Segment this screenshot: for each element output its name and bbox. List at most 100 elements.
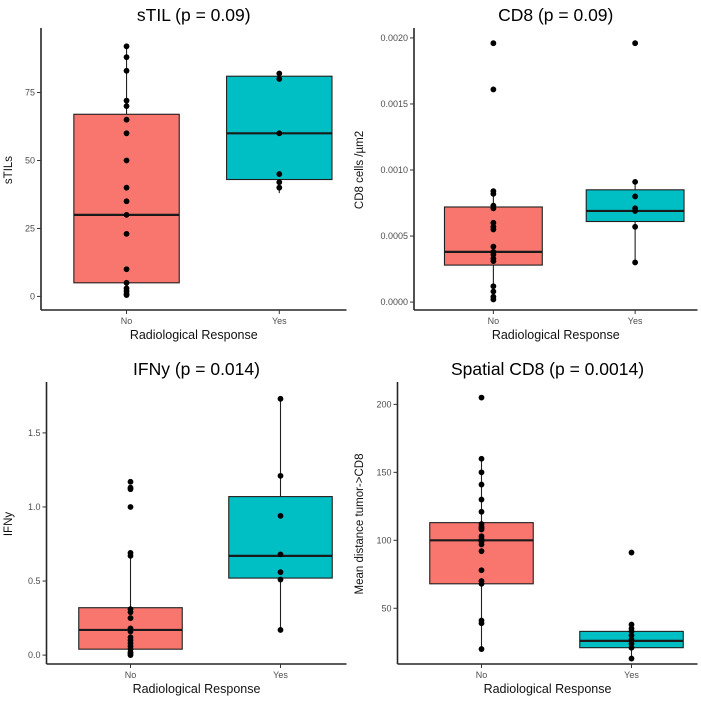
x-tick-label: Yes <box>272 316 287 326</box>
data-point <box>478 394 484 401</box>
y-tick-label: 0 <box>30 291 35 301</box>
y-tick-label: 100 <box>376 535 391 545</box>
x-tick-label: Yes <box>273 670 288 680</box>
data-point <box>478 548 484 555</box>
data-point <box>489 226 496 233</box>
box-yes <box>226 75 333 181</box>
data-point <box>127 478 134 485</box>
data-point <box>489 205 496 212</box>
y-tick-label: 150 <box>376 467 391 477</box>
data-point <box>123 184 130 191</box>
y-tick-label: 0.0005 <box>380 231 408 241</box>
data-point <box>478 526 484 533</box>
data-point <box>478 496 484 503</box>
data-point <box>277 512 284 519</box>
data-point <box>276 171 283 177</box>
data-point <box>631 178 638 185</box>
data-point <box>478 541 484 548</box>
y-axis-label: Mean distance tumor->CD8 <box>354 454 366 595</box>
y-tick-label: 0.0 <box>28 650 41 660</box>
data-point <box>123 54 130 61</box>
data-point <box>631 259 638 266</box>
data-point <box>628 621 634 628</box>
data-point <box>276 184 283 191</box>
panel-stil: sTIL (p = 0.09) sTILs 0 25 50 75 No Yes Radiolog… <box>3 5 347 342</box>
data-point <box>127 504 134 510</box>
y-tick-label: 75 <box>25 88 35 98</box>
data-point <box>277 576 284 583</box>
panel-title: Spatial CD8 (p = 0.0014) <box>450 359 643 379</box>
data-point <box>277 569 284 576</box>
x-tick-label: Yes <box>624 670 639 680</box>
data-point <box>478 481 484 488</box>
data-point <box>489 243 496 250</box>
data-point <box>489 288 496 295</box>
data-point <box>123 43 130 50</box>
data-point <box>478 567 484 574</box>
y-axis-label: CD8 cells /µm2 <box>354 131 366 209</box>
y-tick-label: 1.0 <box>28 502 41 512</box>
data-point <box>628 655 634 662</box>
y-tick-label: 0.5 <box>28 576 41 586</box>
data-point <box>489 190 496 197</box>
data-point <box>628 628 634 635</box>
data-point <box>123 116 130 123</box>
y-tick-label: 0.0015 <box>380 99 408 109</box>
x-axis-label: Radiological Response <box>483 682 611 696</box>
y-tick-label: 0.0020 <box>380 33 408 43</box>
data-point <box>478 580 484 587</box>
panel-title: sTIL (p = 0.09) <box>137 5 251 25</box>
data-point <box>489 40 496 47</box>
data-point <box>127 652 134 659</box>
data-point <box>123 230 130 237</box>
data-point <box>631 193 638 200</box>
data-point <box>628 640 634 647</box>
data-point <box>628 644 634 651</box>
data-point <box>276 76 283 82</box>
panel-title: IFNy (p = 0.014) <box>133 359 260 379</box>
panel-cd8: CD8 (p = 0.09) CD8 cells /µm2 0.0000 0.0005… <box>354 5 697 342</box>
data-point <box>123 157 130 164</box>
data-point <box>631 208 638 214</box>
y-axis-label: sTILs <box>3 156 15 184</box>
data-point <box>276 179 283 186</box>
data-point <box>123 266 130 273</box>
y-tick-label: 50 <box>381 603 391 613</box>
data-point <box>123 279 130 286</box>
data-point <box>127 552 134 559</box>
data-point <box>489 296 496 303</box>
data-point <box>489 251 496 258</box>
y-tick-label: 1.5 <box>28 428 41 438</box>
data-point <box>489 86 496 93</box>
data-point <box>277 627 284 633</box>
data-point <box>628 632 634 639</box>
panel-spatial-cd8: Spatial CD8 (p = 0.0014) Mean distance tu… <box>354 359 697 696</box>
data-point <box>489 219 496 226</box>
x-tick-label: No <box>121 316 133 326</box>
x-axis-label: Radiological Response <box>133 682 261 696</box>
data-point <box>478 646 484 652</box>
data-point <box>628 636 634 643</box>
data-point <box>127 615 134 621</box>
data-point <box>628 549 634 556</box>
data-point <box>123 211 130 218</box>
data-point <box>127 628 134 635</box>
x-axis-label: Radiological Response <box>130 328 258 342</box>
x-axis-label: Radiological Response <box>491 328 619 342</box>
y-tick-label: 0.0010 <box>380 165 408 175</box>
data-point <box>127 486 134 493</box>
data-point <box>478 620 484 627</box>
data-point <box>276 70 283 77</box>
data-point <box>489 258 496 265</box>
data-point <box>123 103 130 110</box>
x-tick-label: Yes <box>627 316 642 326</box>
data-point <box>123 130 130 137</box>
x-tick-label: No <box>125 670 137 680</box>
x-tick-label: No <box>487 316 499 326</box>
data-point <box>276 130 283 137</box>
y-tick-label: 0.0000 <box>380 297 408 307</box>
data-point <box>478 455 484 462</box>
data-point <box>123 67 130 74</box>
y-tick-label: 200 <box>376 399 391 409</box>
